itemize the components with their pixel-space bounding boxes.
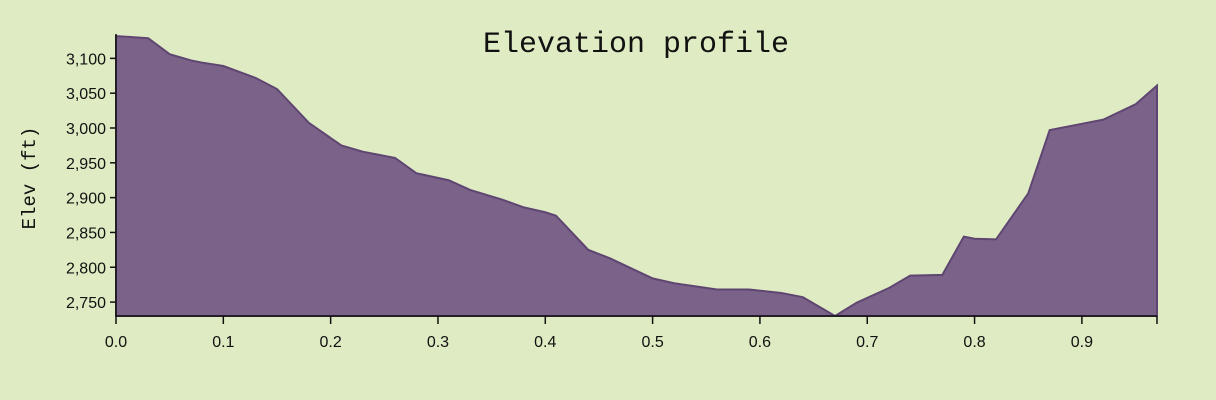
x-tick-label: 0.4: [534, 334, 556, 351]
y-tick-label: 2,750: [66, 295, 106, 312]
x-tick-label: 0.2: [320, 334, 342, 351]
x-tick-label: 0.3: [427, 334, 449, 351]
y-tick-label: 2,950: [66, 156, 106, 173]
x-tick-label: 0.5: [641, 334, 663, 351]
x-tick-label: 0.7: [856, 334, 878, 351]
x-tick-label: 0.0: [105, 334, 127, 351]
y-tick-label: 3,100: [66, 51, 106, 68]
y-axis: 2,750 2,800 2,850 2,900 2,950 3,000 3,050 3,100: [66, 34, 117, 316]
x-axis: 0.0 0.1 0.2 0.3 0.4 0.5 0.6 0.7 0.8 0.9: [105, 315, 1158, 351]
y-tick-label: 3,000: [66, 121, 106, 138]
chart-title: Elevation profile: [483, 28, 789, 62]
plot-area: [115, 35, 1158, 318]
y-axis-label: Elev (ft): [19, 127, 41, 230]
x-tick-label: 0.6: [749, 334, 771, 351]
y-tick-label: 2,800: [66, 260, 106, 277]
y-tick-label: 3,050: [66, 86, 106, 103]
elevation-area: [115, 35, 1158, 318]
y-tick-label: 2,850: [66, 225, 106, 242]
x-tick-label: 0.8: [963, 334, 985, 351]
x-tick-label: 0.9: [1071, 334, 1093, 351]
x-tick-label: 0.1: [212, 334, 234, 351]
y-tick-label: 2,900: [66, 191, 106, 208]
